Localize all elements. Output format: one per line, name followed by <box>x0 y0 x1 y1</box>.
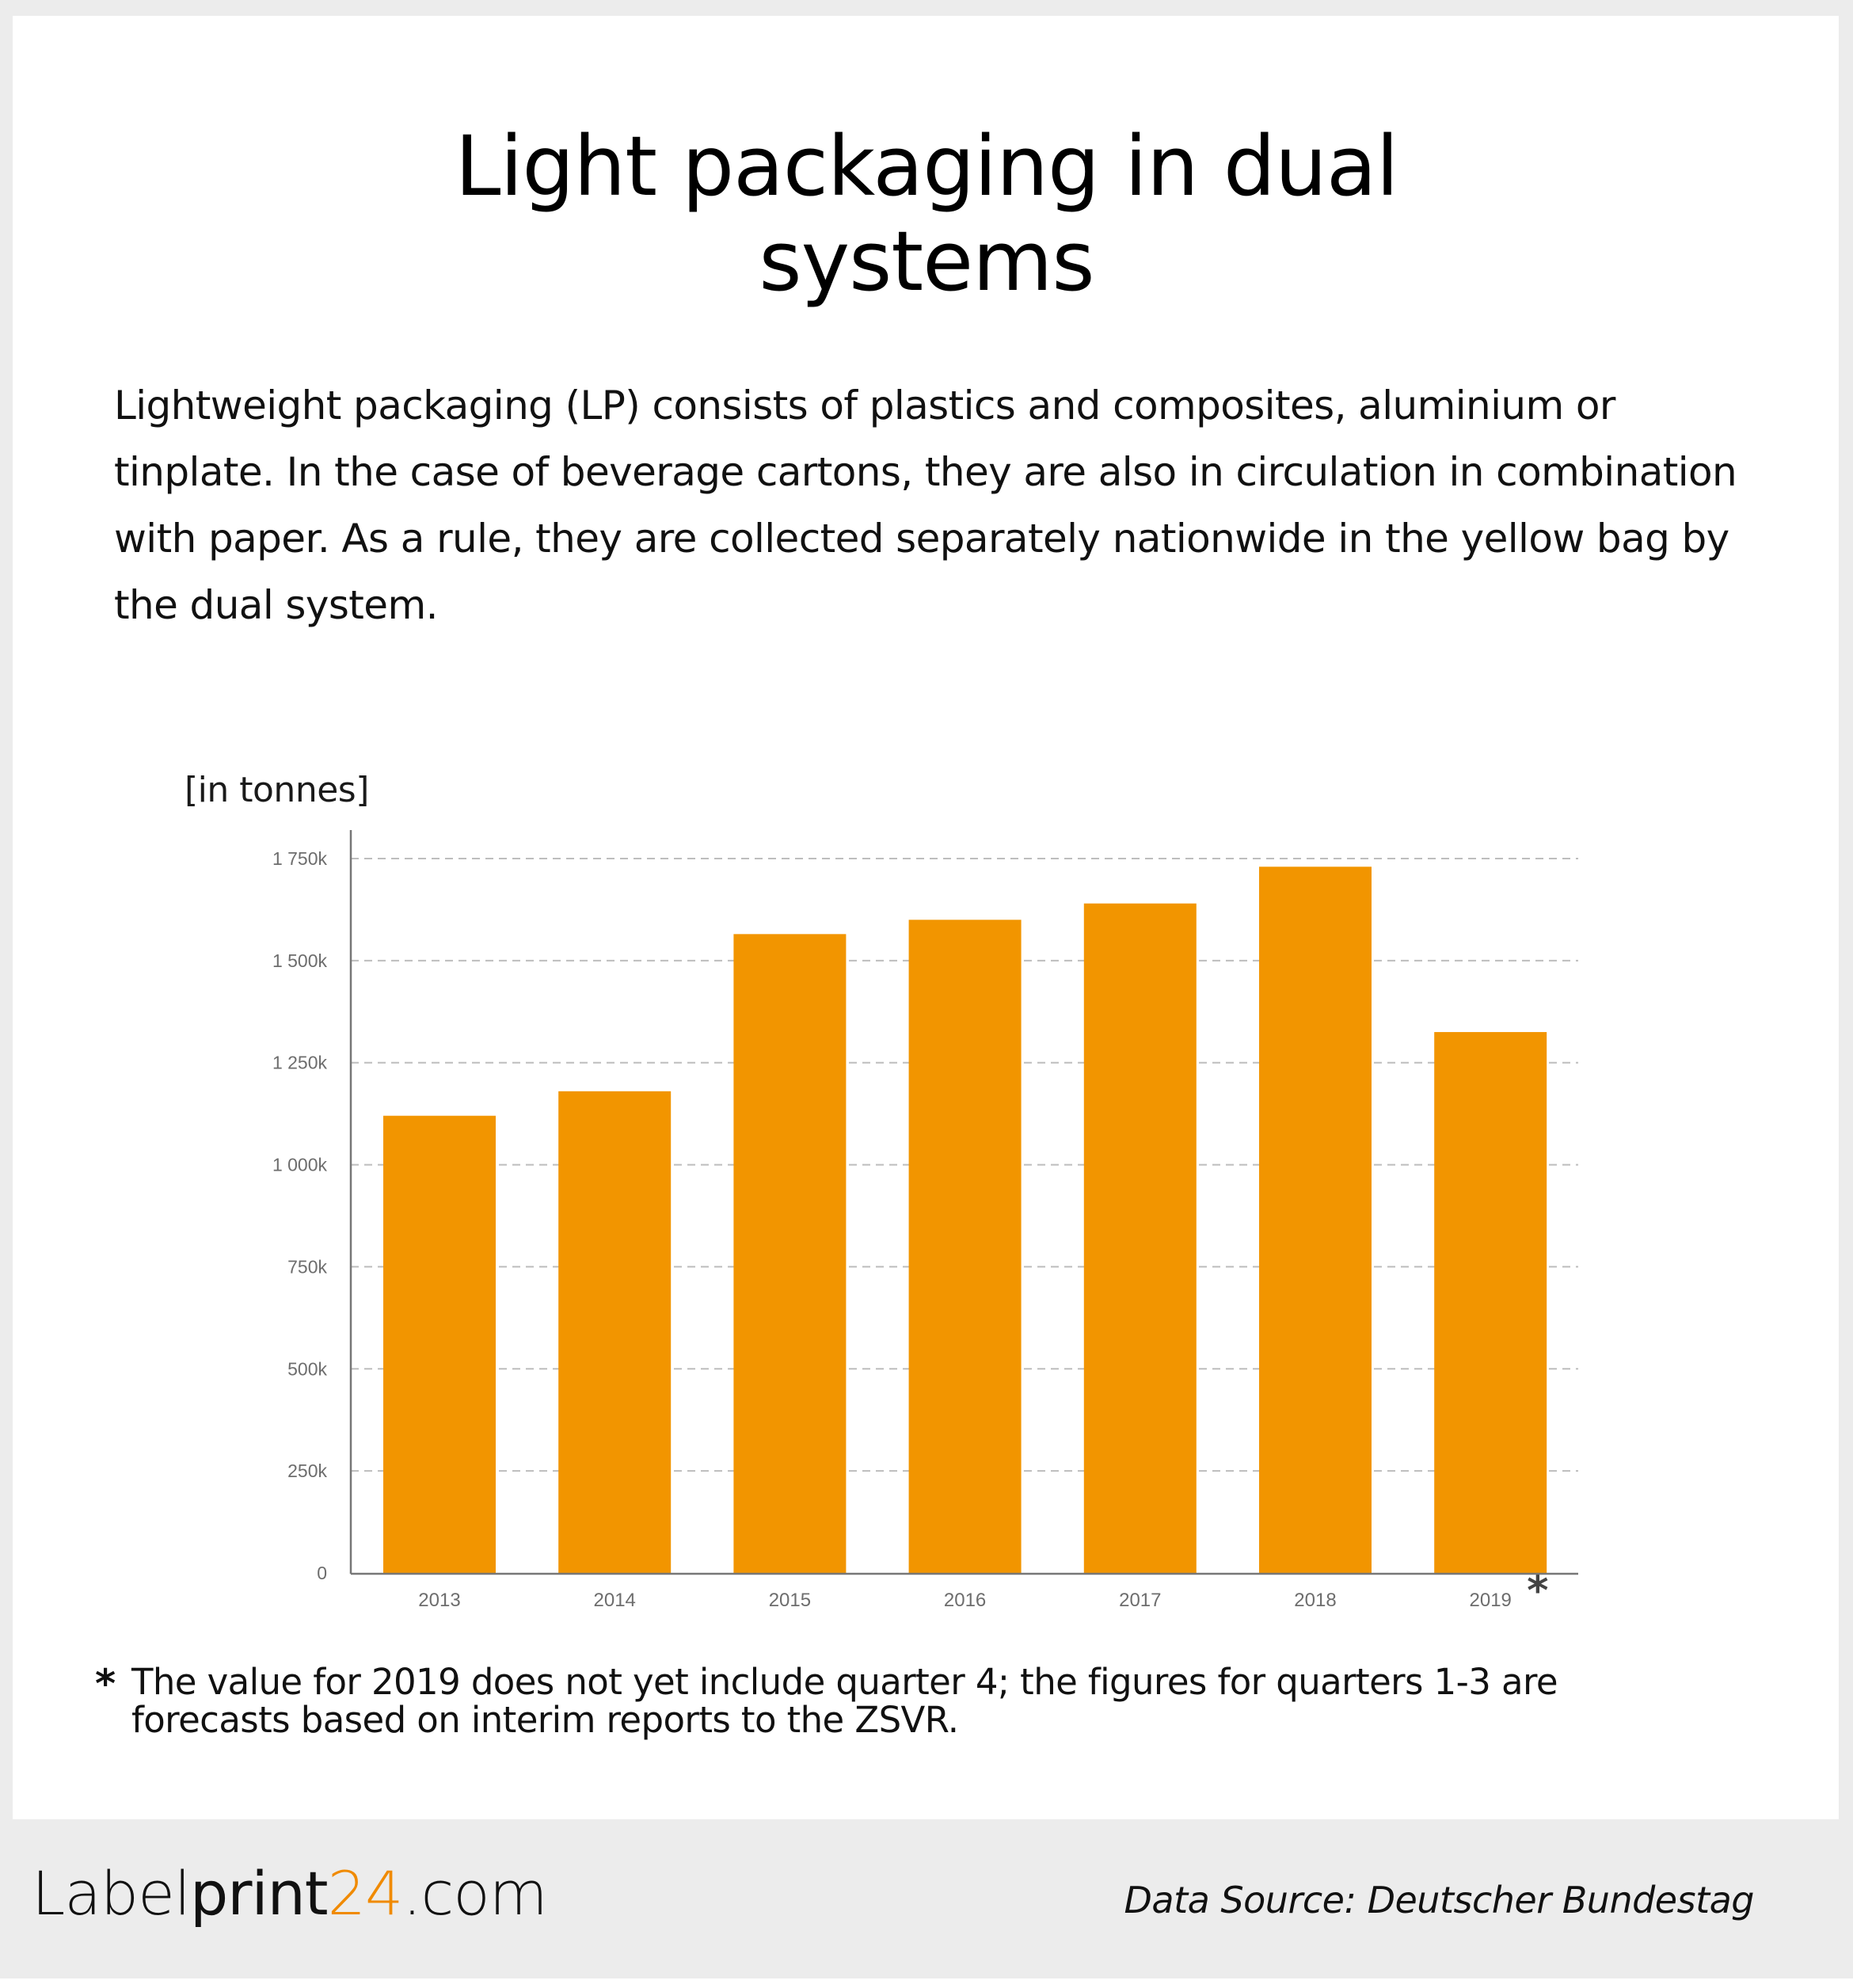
footnote: * The value for 2019 does not yet includ… <box>95 1663 1679 1739</box>
x-tick-label: 2016 <box>944 1590 986 1611</box>
labelprint24-logo[interactable]: Labelprint24.com <box>32 1858 548 1929</box>
x-tick-label: 2013 <box>418 1590 460 1611</box>
title-line-1: Light packaging in dual <box>455 118 1399 215</box>
y-axis-unit-label: [in tonnes] <box>185 770 369 810</box>
y-tick-label: 250k <box>287 1461 327 1481</box>
bar-2014 <box>558 1091 672 1573</box>
title-line-2: systems <box>759 213 1094 310</box>
data-source: Data Source: Deutscher Bundestag <box>1124 1879 1755 1921</box>
logo-part-print: print <box>190 1858 329 1929</box>
bar-2019 <box>1434 1032 1547 1573</box>
page-title: Light packaging in dual systems <box>0 119 1853 309</box>
intro-paragraph: Lightweight packaging (LP) consists of p… <box>114 383 1737 628</box>
footnote-asterisk: * <box>95 1661 116 1707</box>
y-tick-label: 1 000k <box>272 1155 328 1175</box>
logo-part-com: .com <box>402 1858 547 1929</box>
bottom-strip <box>0 1978 1853 1988</box>
x-tick-asterisk: * <box>1527 1567 1548 1615</box>
bar-2018 <box>1259 866 1372 1573</box>
y-tick-label: 1 500k <box>272 950 328 971</box>
y-tick-label: 1 250k <box>272 1053 328 1073</box>
y-tick-label: 750k <box>287 1256 327 1277</box>
x-tick-label: 2015 <box>769 1590 811 1611</box>
bar-2016 <box>908 920 1022 1573</box>
x-tick-label: 2019 <box>1470 1590 1512 1611</box>
bar-2015 <box>733 934 847 1573</box>
y-tick-label: 500k <box>287 1358 327 1379</box>
y-tick-label: 0 <box>317 1563 327 1583</box>
x-tick-label: 2014 <box>594 1590 636 1611</box>
bar-2013 <box>383 1115 496 1573</box>
logo-part-24: 24 <box>327 1858 404 1929</box>
x-tick-label: 2017 <box>1119 1590 1161 1611</box>
footer-band <box>0 1819 1853 1978</box>
x-tick-label: 2018 <box>1294 1590 1336 1611</box>
logo-part-label: Label <box>32 1858 191 1929</box>
footnote-text: The value for 2019 does not yet include … <box>131 1661 1558 1741</box>
y-tick-label: 1 750k <box>272 848 328 869</box>
bar-2017 <box>1083 903 1197 1573</box>
